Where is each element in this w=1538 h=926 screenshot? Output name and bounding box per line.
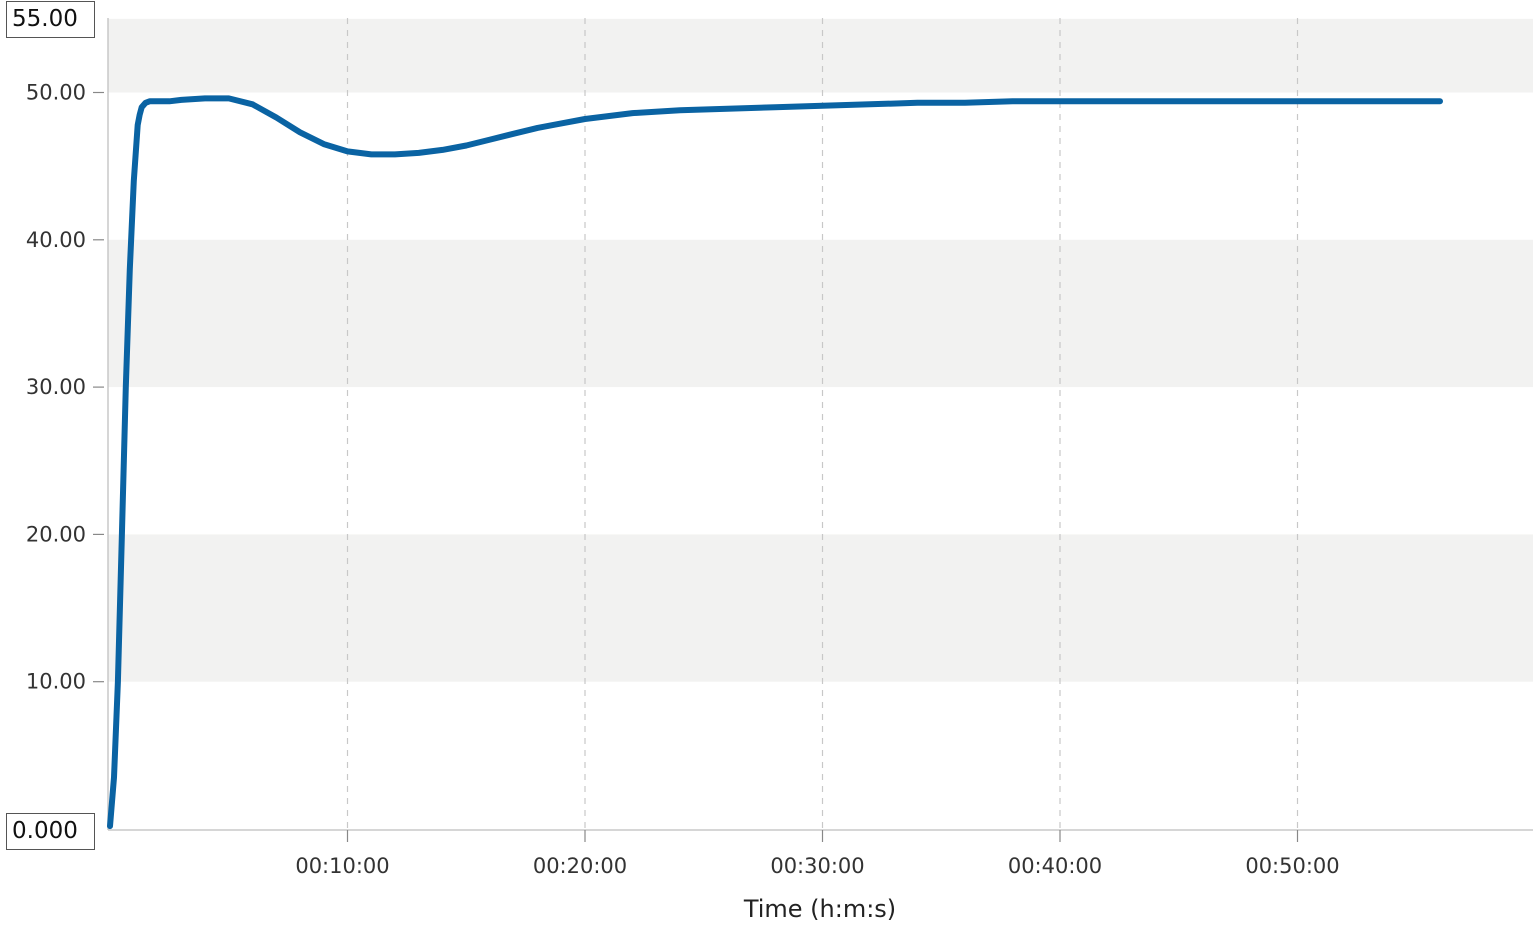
- y-tick-label: 50.00: [26, 81, 86, 105]
- x-tick-label: 00:40:00: [1008, 854, 1102, 878]
- y-tick-label: 40.00: [26, 228, 86, 252]
- series-line: [107, 95, 1443, 830]
- y-axis-ticks: 10.00 20.00 30.00 40.00 50.00: [26, 81, 104, 694]
- x-tick-label: 00:30:00: [770, 854, 864, 878]
- x-axis-ticks: 00:10:00 00:20:00 00:30:00 00:40:00 00:50:00: [295, 830, 1340, 878]
- x-tick-label: 00:50:00: [1245, 854, 1339, 878]
- x-axis-title: Time (h:m:s): [743, 895, 896, 923]
- y-tick-label: 10.00: [26, 670, 86, 694]
- x-tick-label: 00:10:00: [295, 854, 389, 878]
- series-layer: [107, 95, 1443, 830]
- horizontal-bands: [108, 18, 1533, 682]
- y-tick-label: 30.00: [26, 375, 86, 399]
- grid-band: [108, 18, 1533, 93]
- x-tick-label: 00:20:00: [533, 854, 627, 878]
- axes: [107, 18, 1533, 831]
- grid-band: [108, 239, 1533, 388]
- y-axis-max-input[interactable]: 55.00: [6, 1, 95, 38]
- grid-band: [108, 534, 1533, 682]
- y-axis-min-input[interactable]: 0.000: [6, 813, 95, 850]
- y-tick-label: 20.00: [26, 522, 86, 546]
